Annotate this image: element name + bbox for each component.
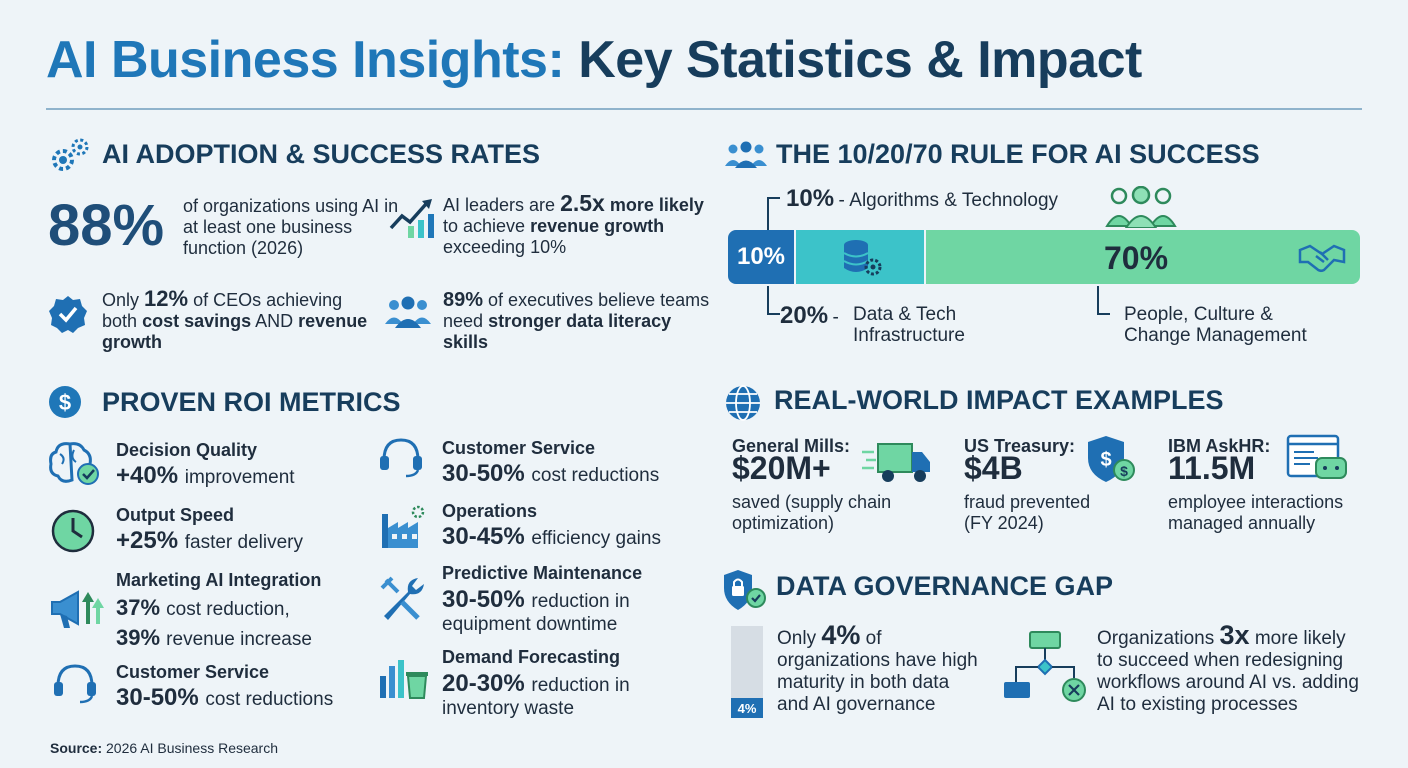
svg-text:$: $ — [1120, 463, 1128, 479]
globe-icon — [724, 384, 762, 422]
impact-2-desc: employee interactions managed annually — [1168, 492, 1344, 533]
stat-89-text: 89% of executives believe teams need str… — [443, 289, 710, 353]
database-gear-icon — [840, 238, 924, 278]
impact-0-value: $20M+ — [732, 450, 831, 486]
impact-1-value: $4B — [964, 450, 1023, 486]
roi-right-2-label: Predictive Maintenance — [442, 563, 643, 583]
impact-1-org: US Treasury: — [964, 436, 1076, 456]
gears-icon — [48, 136, 92, 176]
roi-right-0-label: Customer Service — [442, 438, 596, 458]
rule-connectors — [767, 197, 1110, 315]
handshake-icon — [1298, 240, 1346, 274]
seg10-bar: 10% — [728, 230, 794, 284]
growth-chart-icon — [388, 196, 438, 240]
workflow-icon — [1002, 628, 1088, 712]
factory-icon — [378, 504, 428, 550]
rule-heading: THE 10/20/70 RULE FOR AI SUCCESS — [776, 139, 1260, 169]
roi-left-0-value: +40% improvement — [116, 462, 295, 489]
svg-text:$: $ — [1100, 449, 1111, 471]
shield-lock-icon — [722, 568, 768, 612]
headset-icon — [52, 662, 98, 704]
wrench-icon — [378, 574, 428, 622]
group-icon — [724, 140, 768, 170]
impact-1-desc: fraud prevented (FY 2024) — [964, 492, 1091, 533]
governance-gauge-fill — [731, 698, 763, 718]
team-icon — [384, 294, 432, 330]
shield-dollar-icon: $ $ — [1086, 434, 1138, 486]
governance-gauge: 4% — [731, 626, 763, 718]
seg70-bar: 70% — [926, 230, 1360, 284]
seg20-label: Data & Tech Infrastructure — [853, 304, 965, 346]
impact-2-value: 11.5M — [1168, 450, 1256, 486]
roi-right-0-value: 30-50% cost reductions — [442, 460, 660, 487]
roi-left-3-label: Customer Service — [116, 662, 270, 682]
headset-icon — [378, 436, 424, 478]
source-note: Source: 2026 AI Business Research — [50, 740, 279, 756]
governance-heading: DATA GOVERNANCE GAP — [776, 571, 1114, 601]
chat-window-icon — [1286, 434, 1350, 486]
people-icon — [1104, 186, 1178, 228]
governance-left-text: Only 4% of organizations have high matur… — [777, 620, 978, 716]
seg10-caption: 10% - Algorithms & Technology — [786, 185, 1059, 212]
stat-88-text: of organizations using AI in at least on… — [183, 196, 399, 258]
impact-2-org: IBM AskHR: — [1168, 436, 1271, 456]
impact-0-desc: saved (supply chain optimization) — [732, 492, 892, 533]
roi-left-3-value: 30-50% cost reductions — [116, 684, 334, 711]
seg20-bar — [796, 230, 924, 284]
roi-left-0-label: Decision Quality — [116, 440, 258, 460]
roi-left-1-label: Output Speed — [116, 505, 234, 525]
roi-heading: PROVEN ROI METRICS — [102, 387, 401, 417]
title-divider — [46, 108, 1362, 110]
megaphone-icon — [48, 584, 104, 632]
delivery-truck-icon — [860, 440, 932, 484]
roi-left-2-value: 37% cost reduction, 39% revenue increase — [116, 595, 312, 650]
svg-text:$: $ — [59, 390, 71, 415]
checkmark-badge-icon — [48, 294, 88, 334]
dollar-icon: $ — [48, 385, 82, 419]
roi-right-3-label: Demand Forecasting — [442, 647, 621, 667]
brain-icon — [48, 440, 102, 488]
roi-left-1-value: +25% faster delivery — [116, 527, 304, 554]
page-title: AI Business Insights: Key Statistics & I… — [46, 31, 1142, 89]
stat-12-text: Only 12% of CEOs achieving both cost sav… — [102, 286, 368, 353]
chart-bin-icon — [378, 656, 430, 700]
roi-right-3-value: 20-30% reduction in inventory waste — [442, 670, 630, 719]
stat-25x-text: AI leaders are 2.5x more likely to achie… — [443, 190, 704, 258]
governance-right-text: Organizations 3x more likely to succeed … — [1097, 620, 1359, 716]
impact-heading: REAL-WORLD IMPACT EXAMPLES — [774, 385, 1224, 415]
roi-right-2-value: 30-50% reduction in equipment downtime — [442, 586, 630, 635]
seg20-caption: 20% - — [780, 302, 839, 329]
roi-right-1-value: 30-45% efficiency gains — [442, 523, 661, 550]
roi-right-1-label: Operations — [442, 501, 538, 521]
stat-88-value: 88% — [48, 193, 165, 258]
impact-0-org: General Mills: — [732, 436, 851, 456]
adoption-heading: AI ADOPTION & SUCCESS RATES — [102, 139, 541, 169]
roi-left-2-label: Marketing AI Integration — [116, 570, 322, 590]
seg70-label: People, Culture & Change Management — [1124, 304, 1307, 346]
clock-icon — [50, 508, 96, 554]
